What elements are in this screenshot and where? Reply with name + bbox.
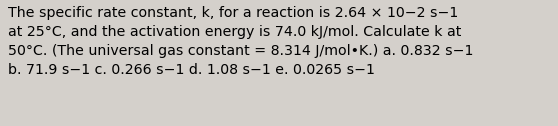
Text: The specific rate constant, k, for a reaction is 2.64 × 10−2 s−1
at 25°C, and th: The specific rate constant, k, for a rea… bbox=[8, 6, 474, 77]
